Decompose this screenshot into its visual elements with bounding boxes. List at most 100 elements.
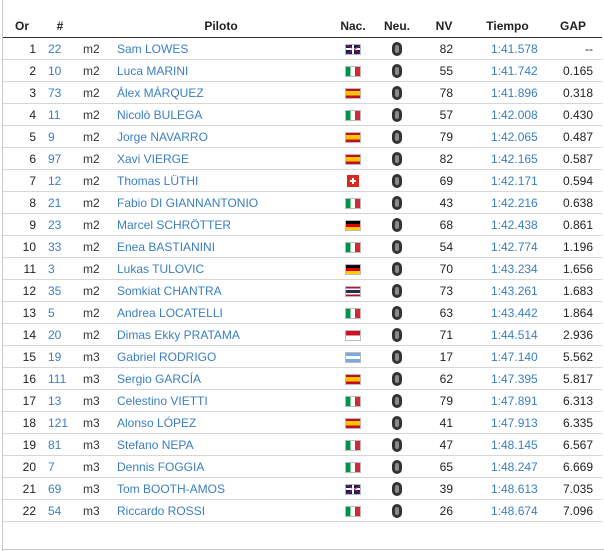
rider-name-link[interactable]: Andrea LOCATELLI [113, 301, 329, 324]
lap-time-link[interactable]: 1:44.514 [471, 323, 544, 346]
gap: 0.165 [544, 59, 602, 82]
header-number[interactable]: # [41, 15, 79, 38]
rider-number-link[interactable]: 7 [41, 455, 79, 478]
tyre [377, 59, 417, 82]
rider-number-link[interactable]: 111 [41, 367, 79, 390]
rider-name-link[interactable]: Marcel SCHRÖTTER [113, 213, 329, 236]
header-tiempo[interactable]: Tiempo [471, 15, 544, 38]
lap-time-link[interactable]: 1:48.247 [471, 455, 544, 478]
lap-time-link[interactable]: 1:48.613 [471, 477, 544, 500]
lap-time-link[interactable]: 1:47.140 [471, 345, 544, 368]
position: 5 [3, 125, 41, 148]
rider-number-link[interactable]: 22 [41, 37, 79, 60]
lap-time-link[interactable]: 1:43.261 [471, 279, 544, 302]
rider-name-link[interactable]: Sergio GARCÍA [113, 367, 329, 390]
rider-name-link[interactable]: Fabio DI GIANNANTONIO [113, 191, 329, 214]
rider-number-link[interactable]: 21 [41, 191, 79, 214]
rider-name-link[interactable]: Somkiat CHANTRA [113, 279, 329, 302]
lap-time-link[interactable]: 1:47.395 [471, 367, 544, 390]
lap-time-link[interactable]: 1:41.896 [471, 81, 544, 104]
rider-name-link[interactable]: Dennis FOGGIA [113, 455, 329, 478]
category: m2 [79, 81, 113, 104]
lap-time-link[interactable]: 1:48.674 [471, 499, 544, 522]
rider-number-link[interactable]: 33 [41, 235, 79, 258]
tyre [377, 477, 417, 500]
lap-time-link[interactable]: 1:43.442 [471, 301, 544, 324]
rider-number-link[interactable]: 11 [41, 103, 79, 126]
flag-icon [345, 65, 361, 77]
tyre [377, 345, 417, 368]
rider-number-link[interactable]: 23 [41, 213, 79, 236]
rider-number-link[interactable]: 5 [41, 301, 79, 324]
rider-name-link[interactable]: Riccardo ROSSI [113, 499, 329, 522]
lap-time-link[interactable]: 1:43.234 [471, 257, 544, 280]
rider-number-link[interactable]: 20 [41, 323, 79, 346]
gap: 7.096 [544, 499, 602, 522]
rider-name-link[interactable]: Stefano NEPA [113, 433, 329, 456]
lap-time-link[interactable]: 1:42.216 [471, 191, 544, 214]
laps: 65 [417, 455, 471, 478]
rider-name-link[interactable]: Tom BOOTH-AMOS [113, 477, 329, 500]
lap-time-link[interactable]: 1:42.438 [471, 213, 544, 236]
rider-number-link[interactable]: 69 [41, 477, 79, 500]
rider-name-link[interactable]: Celestino VIETTI [113, 389, 329, 412]
rider-name-link[interactable]: Dimas Ekky PRATAMA [113, 323, 329, 346]
rider-number-link[interactable]: 12 [41, 169, 79, 192]
laps: 79 [417, 125, 471, 148]
header-neu[interactable]: Neu. [377, 15, 417, 38]
rider-number-link[interactable]: 54 [41, 499, 79, 522]
rider-number-link[interactable]: 73 [41, 81, 79, 104]
header-nv[interactable]: NV [417, 15, 471, 38]
rider-name-link[interactable]: Enea BASTIANINI [113, 235, 329, 258]
gap: 1.196 [544, 235, 602, 258]
lap-time-link[interactable]: 1:42.008 [471, 103, 544, 126]
rider-number-link[interactable]: 13 [41, 389, 79, 412]
laps: 73 [417, 279, 471, 302]
category: m2 [79, 279, 113, 302]
rider-number-link[interactable]: 81 [41, 433, 79, 456]
rider-number-link[interactable]: 9 [41, 125, 79, 148]
rider-number-link[interactable]: 19 [41, 345, 79, 368]
header-nac[interactable]: Nac. [329, 15, 377, 38]
rider-name-link[interactable]: Álex MÁRQUEZ [113, 81, 329, 104]
lap-time-link[interactable]: 1:47.891 [471, 389, 544, 412]
rider-number-link[interactable]: 97 [41, 147, 79, 170]
lap-time-link[interactable]: 1:42.065 [471, 125, 544, 148]
lap-time-link[interactable]: 1:42.171 [471, 169, 544, 192]
nationality [329, 125, 377, 148]
rider-name-link[interactable]: Nicolò BULEGA [113, 103, 329, 126]
rider-name-link[interactable]: Sam LOWES [113, 37, 329, 60]
lap-time-link[interactable]: 1:42.774 [471, 235, 544, 258]
table-row: 15 19 m3 Gabriel RODRIGO 17 1:47.140 5.562 [3, 345, 602, 368]
header-gap[interactable]: GAP [544, 15, 602, 38]
table-row: 14 20 m2 Dimas Ekky PRATAMA 71 1:44.514 2.936 [3, 323, 602, 346]
rider-number-link[interactable]: 121 [41, 411, 79, 434]
header-or[interactable]: Or [3, 15, 41, 38]
rider-number-link[interactable]: 10 [41, 59, 79, 82]
rider-name-link[interactable]: Lukas TULOVIC [113, 257, 329, 280]
table-row: 21 69 m3 Tom BOOTH-AMOS 39 1:48.613 7.035 [3, 477, 602, 500]
lap-time-link[interactable]: 1:47.913 [471, 411, 544, 434]
position: 4 [3, 103, 41, 126]
rider-number-link[interactable]: 3 [41, 257, 79, 280]
rider-name-link[interactable]: Jorge NAVARRO [113, 125, 329, 148]
flag-icon [345, 417, 361, 429]
rider-name-link[interactable]: Alonso LÓPEZ [113, 411, 329, 434]
laps: 47 [417, 433, 471, 456]
lap-time-link[interactable]: 1:41.742 [471, 59, 544, 82]
lap-time-link[interactable]: 1:48.145 [471, 433, 544, 456]
position: 19 [3, 433, 41, 456]
rider-name-link[interactable]: Gabriel RODRIGO [113, 345, 329, 368]
header-piloto[interactable]: Piloto [113, 15, 329, 38]
rider-name-link[interactable]: Luca MARINI [113, 59, 329, 82]
category: m3 [79, 345, 113, 368]
rider-number-link[interactable]: 35 [41, 279, 79, 302]
laps: 79 [417, 389, 471, 412]
gap: 0.587 [544, 147, 602, 170]
rider-name-link[interactable]: Xavi VIERGE [113, 147, 329, 170]
nationality [329, 147, 377, 170]
table-row: 19 81 m3 Stefano NEPA 47 1:48.145 6.567 [3, 433, 602, 456]
lap-time-link[interactable]: 1:41.578 [471, 37, 544, 60]
rider-name-link[interactable]: Thomas LÜTHI [113, 169, 329, 192]
lap-time-link[interactable]: 1:42.165 [471, 147, 544, 170]
